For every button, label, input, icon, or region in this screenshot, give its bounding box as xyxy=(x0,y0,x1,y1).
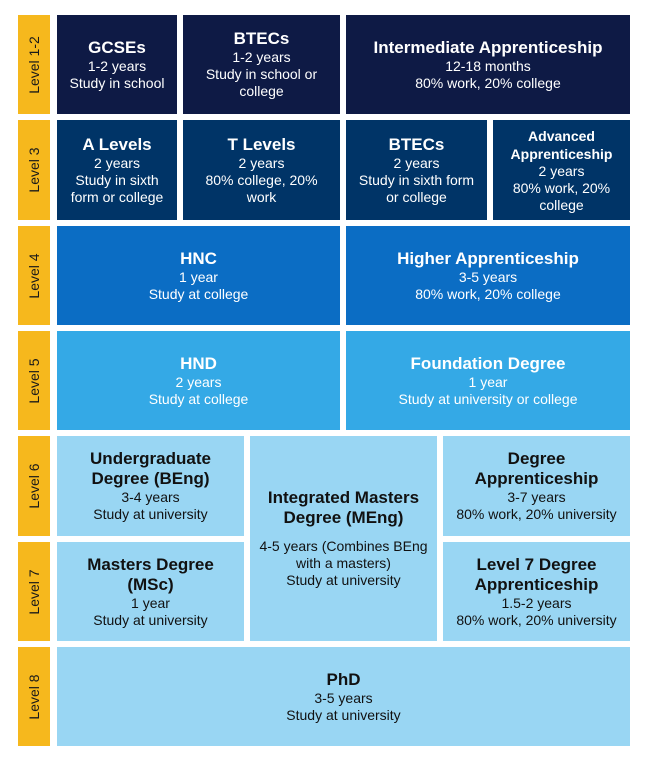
qualification-detail: Study at university xyxy=(286,706,401,723)
qualification-title: Higher Apprenticeship xyxy=(397,248,579,268)
qualification-title: Intermediate Apprenticeship xyxy=(373,37,603,57)
level-label-4: Level 4 xyxy=(18,226,50,325)
qualification-detail: 80% work, 20% college xyxy=(512,179,611,213)
qualification-duration: 1 year xyxy=(468,373,508,390)
qualification-title: Advanced Apprenticeship xyxy=(510,127,613,162)
qualification-detail: 80% work, 20% college xyxy=(415,74,561,91)
qualification-title: PhD xyxy=(326,669,361,689)
qualification-duration: 12-18 months xyxy=(445,57,531,74)
qualification-phd: PhD 3-5 years Study at university xyxy=(57,647,630,746)
qualification-duration: 2 years xyxy=(393,154,440,171)
level-label-8: Level 8 xyxy=(18,647,50,746)
qualification-degree-apprenticeship: Degree Apprenticeship 3-7 years 80% work… xyxy=(443,436,630,536)
qualification-duration: 1-2 years xyxy=(87,57,147,74)
level-label-1-2: Level 1-2 xyxy=(18,15,50,114)
qualification-hnc: HNC 1 year Study at college xyxy=(57,226,340,325)
qualification-title: T Levels xyxy=(227,134,296,154)
qualification-title: Level 7 Degree Apprenticeship xyxy=(474,554,599,594)
qualification-detail: Study at university xyxy=(93,611,208,628)
qualification-intermediate-apprenticeship: Intermediate Apprenticeship 12-18 months… xyxy=(346,15,630,114)
qualification-integrated-masters: Integrated Masters Degree (MEng) 4-5 yea… xyxy=(250,436,437,641)
qualification-a-levels: A Levels 2 years Study in sixth form or … xyxy=(57,120,177,220)
qualification-detail: 80% work, 20% college xyxy=(415,285,561,302)
qualification-duration: 1 year xyxy=(179,268,218,285)
qualification-detail: Study at university xyxy=(93,506,208,522)
qualification-title: Foundation Degree xyxy=(410,353,566,373)
qualification-title: BTECs xyxy=(388,134,445,154)
qualification-level-7-degree-apprenticeship: Level 7 Degree Apprenticeship 1.5-2 year… xyxy=(443,542,630,641)
qualification-detail: 80% college, 20% work xyxy=(205,171,318,205)
qualification-duration: 3-4 years xyxy=(121,489,180,505)
qualification-title: Masters Degree (MSc) xyxy=(87,554,214,594)
level-label-7: Level 7 xyxy=(18,542,50,641)
qualification-title: GCSEs xyxy=(88,37,146,57)
qualification-title: Undergraduate Degree (BEng) xyxy=(90,449,211,488)
qualification-duration: 1-2 years xyxy=(232,49,291,65)
qualification-duration: 2 years xyxy=(94,154,140,171)
qualification-detail: Study in sixth form or college xyxy=(70,171,164,205)
qualification-detail: 80% work, 20% university xyxy=(456,611,617,628)
qualification-title: Degree Apprenticeship xyxy=(474,449,599,488)
qualification-detail: Study at university xyxy=(286,572,401,588)
level-label-6: Level 6 xyxy=(18,436,50,536)
qualification-duration: 3-5 years xyxy=(458,268,518,285)
qualification-title: HND xyxy=(180,353,217,373)
qualification-gcses: GCSEs 1-2 years Study in school xyxy=(57,15,177,114)
qualification-duration: 2 years xyxy=(238,154,285,171)
qualification-foundation-degree: Foundation Degree 1 year Study at univer… xyxy=(346,331,630,430)
level-label-5: Level 5 xyxy=(18,331,50,430)
qualification-hnd: HND 2 years Study at college xyxy=(57,331,340,430)
qualification-title: Integrated Masters Degree (MEng) xyxy=(267,488,420,527)
qualification-title: A Levels xyxy=(82,134,152,154)
qualification-duration: 1.5-2 years xyxy=(501,594,572,611)
qualification-btecs-level-1-2: BTECs 1-2 years Study in school or colle… xyxy=(183,15,340,114)
qualification-detail: 80% work, 20% university xyxy=(456,506,617,522)
qualification-undergraduate-degree: Undergraduate Degree (BEng) 3-4 years St… xyxy=(57,436,244,536)
qualification-detail: Study in sixth form or college xyxy=(358,171,475,205)
qualification-btecs-level-3: BTECs 2 years Study in sixth form or col… xyxy=(346,120,487,220)
qualification-duration: 2 years xyxy=(538,162,585,179)
level-label-3: Level 3 xyxy=(18,120,50,220)
qualification-advanced-apprenticeship: Advanced Apprenticeship 2 years 80% work… xyxy=(493,120,630,220)
qualification-duration: 3-5 years xyxy=(314,689,373,706)
qualification-detail: Study at college xyxy=(148,390,249,407)
qualification-t-levels: T Levels 2 years 80% college, 20% work xyxy=(183,120,340,220)
qualification-duration: 4-5 years (Combines BEng with a masters) xyxy=(259,538,428,571)
qualification-detail: Study at college xyxy=(148,285,249,302)
qualification-duration: 2 years xyxy=(175,373,222,390)
qualification-duration: 3-7 years xyxy=(507,489,566,505)
qualification-detail: Study in school or college xyxy=(205,66,318,99)
qualification-title: HNC xyxy=(180,248,217,268)
qualification-detail: Study in school xyxy=(69,74,165,91)
qualification-detail: Study at university or college xyxy=(398,390,578,407)
qualification-duration: 1 year xyxy=(131,594,170,611)
qualification-higher-apprenticeship: Higher Apprenticeship 3-5 years 80% work… xyxy=(346,226,630,325)
qualification-title: BTECs xyxy=(233,29,290,48)
qualification-masters-degree: Masters Degree (MSc) 1 year Study at uni… xyxy=(57,542,244,641)
